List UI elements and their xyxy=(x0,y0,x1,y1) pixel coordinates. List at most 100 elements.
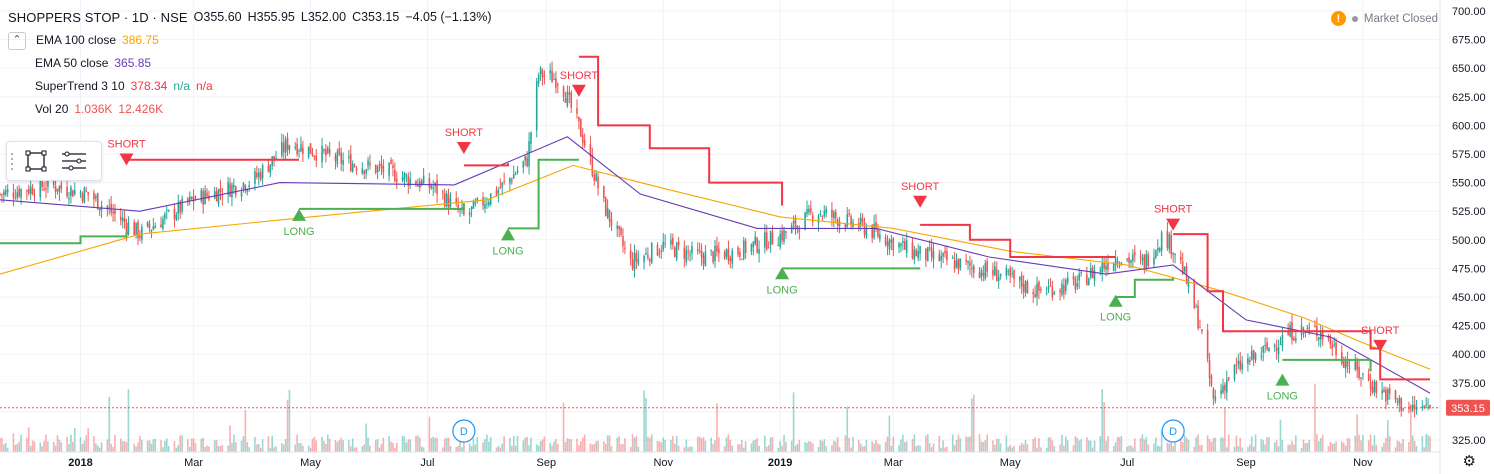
candle-body xyxy=(1009,268,1012,277)
volume-bar xyxy=(902,434,904,452)
candle-body xyxy=(1279,343,1282,345)
indicator-value-ma: 12.426K xyxy=(118,102,164,116)
candle-body xyxy=(1385,389,1387,402)
volume-bar xyxy=(1187,439,1190,452)
candle-body xyxy=(148,223,151,229)
volume-bar xyxy=(1206,435,1209,452)
volume-bar xyxy=(898,445,900,452)
candle-body xyxy=(672,237,674,245)
volume-bar xyxy=(1053,446,1056,452)
candle-body xyxy=(913,249,916,260)
menu-icon[interactable] xyxy=(55,142,93,180)
candle-body xyxy=(123,218,126,223)
candle-body xyxy=(369,162,371,165)
volume-bar xyxy=(33,441,36,452)
volume-bar xyxy=(549,443,551,452)
candle-body xyxy=(468,212,471,216)
candle-body xyxy=(1335,342,1337,356)
candle-body xyxy=(95,196,97,199)
volume-bar xyxy=(133,443,135,452)
volume-bar xyxy=(879,444,881,452)
candle-body xyxy=(388,163,390,176)
candle-body xyxy=(499,186,502,189)
indicator-ema50[interactable]: EMA 50 close 365.85 xyxy=(8,52,492,75)
volume-bar xyxy=(165,438,168,452)
candle-body xyxy=(376,166,379,173)
volume-bar xyxy=(1239,437,1242,452)
candle-body xyxy=(844,224,847,228)
volume-bar xyxy=(234,442,237,452)
candle-body xyxy=(965,259,967,262)
volume-bar xyxy=(946,446,948,452)
candle-body xyxy=(785,231,787,233)
candle-body xyxy=(714,245,716,261)
volume-bar xyxy=(526,436,528,452)
drag-handle[interactable] xyxy=(7,142,17,180)
indicator-volume[interactable]: Vol 20 1.036K 12.426K xyxy=(8,98,492,121)
volume-bar xyxy=(267,436,270,452)
last-price-badge xyxy=(1446,399,1490,416)
volume-bar xyxy=(1143,439,1146,452)
chevron-up-icon[interactable]: ⌃ xyxy=(8,31,26,50)
candle-body xyxy=(739,252,741,257)
volume-bar xyxy=(848,437,850,452)
candle-body xyxy=(877,229,879,237)
candle-body xyxy=(928,247,931,249)
volume-bar xyxy=(1224,407,1226,452)
candle-body xyxy=(298,150,300,152)
candle-body xyxy=(6,189,9,193)
candle-body xyxy=(482,197,484,206)
volume-bar xyxy=(119,438,122,452)
candle-body xyxy=(647,255,649,258)
candle-body xyxy=(982,272,985,276)
candle-body xyxy=(173,208,176,219)
candle-body xyxy=(1053,292,1056,295)
rectangle-icon[interactable] xyxy=(17,142,55,180)
symbol-title[interactable]: SHOPPERS STOP · 1D · NSE xyxy=(8,10,188,25)
volume-bar xyxy=(764,435,766,452)
candle-body xyxy=(516,170,519,173)
candle-body xyxy=(1293,337,1295,341)
candle-body xyxy=(27,188,30,194)
candle-body xyxy=(673,247,676,257)
volume-bar xyxy=(1300,447,1303,452)
gear-icon[interactable]: ⚙ xyxy=(1462,453,1476,470)
candle-body xyxy=(181,198,183,212)
volume-bar xyxy=(167,445,170,452)
candle-body xyxy=(257,172,260,178)
candle-body xyxy=(606,207,609,218)
indicator-supertrend[interactable]: SuperTrend 3 10 378.34 n/a n/a xyxy=(8,75,492,98)
volume-bar xyxy=(1235,435,1238,452)
candle-body xyxy=(311,153,314,156)
candle-body xyxy=(871,225,873,238)
volume-bar xyxy=(302,445,304,452)
candle-body xyxy=(716,245,718,252)
volume-bar xyxy=(675,435,678,452)
candle-body xyxy=(752,241,755,248)
volume-bar xyxy=(838,447,841,452)
volume-bar xyxy=(1400,443,1403,452)
candle-body xyxy=(417,184,419,187)
floating-drawing-toolbar[interactable] xyxy=(6,141,102,181)
volume-bar xyxy=(309,447,312,452)
volume-bar xyxy=(1281,439,1284,452)
volume-bar xyxy=(175,447,178,452)
candle-body xyxy=(992,269,994,276)
volume-bar xyxy=(1302,439,1305,452)
candle-body xyxy=(275,157,277,159)
candle-body xyxy=(1168,234,1171,250)
indicator-ema100[interactable]: ⌃ EMA 100 close 386.75 xyxy=(8,29,492,52)
candle-body xyxy=(777,244,780,247)
market-status[interactable]: ! Market Closed xyxy=(1330,11,1438,26)
volume-bar xyxy=(825,446,827,452)
warning-icon[interactable]: ! xyxy=(1330,11,1346,26)
candle-body xyxy=(1145,254,1148,268)
volume-bar xyxy=(597,440,599,452)
volume-bar xyxy=(1049,437,1052,452)
candle-body xyxy=(1143,254,1146,270)
candle-body xyxy=(152,226,155,230)
candle-body xyxy=(177,201,180,215)
volume-bar xyxy=(980,441,983,452)
candle-body xyxy=(378,163,381,166)
